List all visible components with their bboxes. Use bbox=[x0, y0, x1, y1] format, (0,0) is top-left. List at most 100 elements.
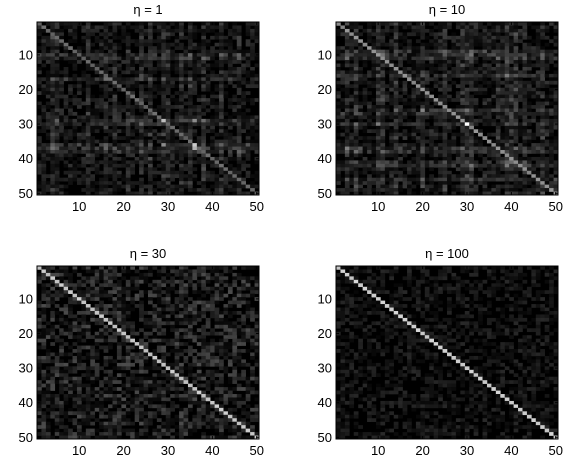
heatmap-cell bbox=[130, 70, 135, 75]
heatmap-cell bbox=[148, 111, 153, 116]
heatmap-cell bbox=[227, 342, 233, 346]
heatmap-cell bbox=[99, 70, 104, 75]
heatmap-cell bbox=[125, 25, 131, 30]
heatmap-cell bbox=[103, 139, 109, 144]
heatmap-cell bbox=[125, 188, 131, 192]
heatmap-cell bbox=[187, 73, 193, 78]
heatmap-cell bbox=[85, 22, 91, 26]
heatmap-cell bbox=[183, 276, 189, 281]
heatmap-cell bbox=[219, 266, 224, 270]
heatmap-cell bbox=[85, 42, 91, 47]
heatmap-cell bbox=[438, 150, 443, 154]
heatmap-cell bbox=[451, 184, 457, 189]
heatmap-cell bbox=[433, 163, 439, 168]
heatmap-cell bbox=[139, 143, 144, 147]
heatmap-cell bbox=[411, 49, 417, 54]
heatmap-cell bbox=[393, 156, 399, 161]
heatmap-cell bbox=[41, 91, 47, 95]
heatmap-cell bbox=[187, 53, 193, 57]
heatmap-cell bbox=[54, 174, 60, 178]
heatmap-cell bbox=[174, 345, 180, 350]
heatmap-cell bbox=[482, 101, 488, 106]
heatmap-cell bbox=[420, 101, 426, 106]
heatmap-cell bbox=[50, 146, 56, 151]
heatmap-cell bbox=[174, 188, 180, 192]
heatmap-cell bbox=[336, 111, 341, 116]
heatmap-cell bbox=[94, 25, 100, 30]
heatmap-cell bbox=[375, 139, 381, 144]
heatmap-cell bbox=[63, 331, 69, 336]
heatmap-cell bbox=[402, 46, 408, 50]
heatmap-cell bbox=[174, 321, 180, 326]
heatmap-cell bbox=[50, 369, 56, 374]
heatmap-cell bbox=[94, 310, 100, 315]
heatmap-cell bbox=[442, 174, 448, 178]
heatmap-cell bbox=[183, 167, 189, 172]
heatmap-cell bbox=[45, 181, 51, 185]
heatmap-cell bbox=[473, 122, 479, 127]
heatmap-cell bbox=[174, 349, 180, 353]
heatmap-cell bbox=[549, 77, 554, 82]
y-tick-label: 30 bbox=[19, 117, 33, 132]
heatmap-cell bbox=[473, 42, 479, 47]
heatmap-cell bbox=[63, 122, 69, 127]
heatmap-cell bbox=[179, 167, 184, 172]
heatmap-cell bbox=[161, 352, 167, 357]
heatmap-cell bbox=[367, 139, 372, 144]
heatmap-cell bbox=[375, 73, 381, 78]
heatmap-cell bbox=[420, 35, 426, 40]
heatmap-cell bbox=[125, 49, 131, 54]
heatmap-cell bbox=[130, 300, 135, 305]
heatmap-cell bbox=[513, 129, 519, 134]
heatmap-cell bbox=[103, 32, 109, 37]
heatmap-cell bbox=[205, 300, 211, 305]
heatmap-cell bbox=[156, 345, 162, 350]
heatmap-cell bbox=[223, 188, 229, 192]
heatmap-cell bbox=[393, 143, 399, 147]
heatmap-cell bbox=[380, 22, 386, 26]
heatmap-cell bbox=[99, 366, 104, 371]
heatmap-cell bbox=[531, 63, 537, 68]
heatmap-cell bbox=[236, 170, 242, 175]
heatmap-cell bbox=[165, 35, 171, 40]
heatmap-cell bbox=[219, 73, 224, 78]
heatmap-cell bbox=[245, 49, 251, 54]
heatmap-cell bbox=[161, 25, 167, 30]
heatmap-cell bbox=[495, 125, 501, 130]
heatmap-cell bbox=[196, 362, 202, 367]
heatmap-cell bbox=[161, 115, 167, 120]
heatmap-cell bbox=[526, 80, 532, 85]
heatmap-cell bbox=[63, 283, 69, 288]
heatmap-cell bbox=[139, 70, 144, 75]
heatmap-cell bbox=[227, 46, 233, 50]
heatmap-cell bbox=[411, 91, 417, 95]
heatmap-cell bbox=[219, 87, 224, 92]
heatmap-cell bbox=[116, 66, 122, 71]
heatmap-cell bbox=[37, 80, 42, 85]
heatmap-cell bbox=[375, 63, 381, 68]
heatmap-cell bbox=[76, 115, 82, 120]
heatmap-cell bbox=[201, 70, 207, 75]
heatmap-cell bbox=[389, 87, 395, 92]
heatmap-cell bbox=[165, 184, 171, 189]
heatmap-cell bbox=[54, 188, 60, 192]
heatmap-cell bbox=[232, 167, 238, 172]
heatmap-cell bbox=[375, 35, 381, 40]
heatmap-cell bbox=[393, 56, 399, 61]
heatmap-cell bbox=[68, 328, 73, 333]
heatmap-cell bbox=[45, 136, 51, 140]
heatmap-cell bbox=[504, 105, 510, 109]
heatmap-cell bbox=[112, 115, 118, 120]
heatmap-cell bbox=[358, 160, 363, 165]
heatmap-cell bbox=[522, 91, 528, 95]
heatmap-cell bbox=[223, 304, 229, 308]
heatmap-cell bbox=[433, 25, 439, 30]
heatmap-cell bbox=[201, 87, 207, 92]
heatmap-cell bbox=[455, 111, 461, 116]
heatmap-cell bbox=[54, 105, 60, 109]
heatmap-cell bbox=[500, 132, 506, 137]
heatmap-cell bbox=[45, 146, 51, 151]
heatmap-cell bbox=[241, 94, 246, 99]
heatmap-cell bbox=[201, 132, 207, 137]
heatmap-cell bbox=[152, 188, 158, 192]
